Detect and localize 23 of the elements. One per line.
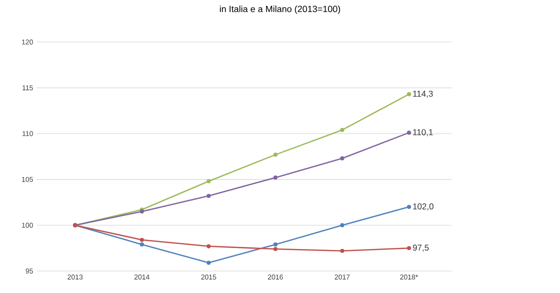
point bbox=[340, 248, 344, 253]
chart-title: in Italia e a Milano (2013=100) bbox=[220, 6, 340, 14]
point bbox=[140, 238, 144, 242]
data-label: 114,3 bbox=[413, 90, 433, 98]
point bbox=[140, 242, 144, 246]
point bbox=[406, 92, 412, 96]
data-label: 102,0 bbox=[413, 203, 434, 210]
point bbox=[273, 176, 278, 180]
point bbox=[273, 152, 278, 157]
point bbox=[406, 204, 412, 209]
point bbox=[340, 223, 344, 228]
point bbox=[273, 246, 278, 252]
point bbox=[206, 194, 211, 198]
point bbox=[206, 179, 211, 184]
point bbox=[406, 130, 412, 135]
point bbox=[273, 242, 278, 246]
point bbox=[340, 128, 344, 132]
point bbox=[206, 260, 211, 265]
point bbox=[206, 244, 211, 248]
point bbox=[406, 246, 412, 250]
data-label: 110,1 bbox=[413, 129, 433, 136]
point bbox=[340, 156, 344, 160]
data-label: 97,5 bbox=[412, 244, 429, 252]
